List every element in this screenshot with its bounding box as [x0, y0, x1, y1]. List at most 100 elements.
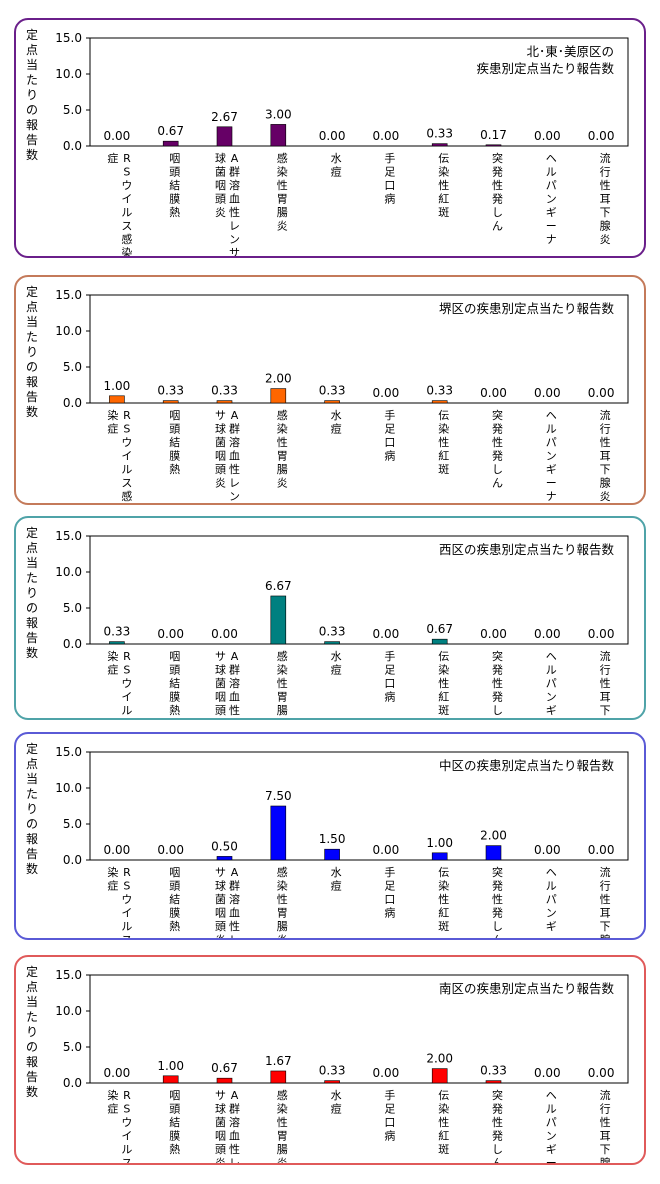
- svg-text:ル: ル: [121, 920, 132, 933]
- svg-text:パ: パ: [546, 893, 557, 906]
- svg-text:病: 病: [384, 192, 395, 206]
- y-tick-label: 10.0: [55, 781, 82, 795]
- svg-text:し: し: [492, 463, 503, 476]
- svg-text:イ: イ: [121, 193, 132, 206]
- bar: [270, 1070, 287, 1084]
- svg-text:ヘ: ヘ: [546, 152, 557, 165]
- svg-text:ン: ン: [546, 193, 557, 206]
- bar: [431, 852, 448, 861]
- svg-text:紅: 紅: [438, 193, 449, 206]
- data-label: 0.33: [426, 127, 453, 141]
- svg-text:病: 病: [384, 1129, 395, 1143]
- svg-text:痘: 痘: [331, 165, 342, 179]
- svg-text:紅: 紅: [438, 691, 449, 704]
- svg-text:群: 群: [229, 422, 240, 436]
- y-tick-label: 0.0: [63, 853, 82, 867]
- svg-text:斑: 斑: [438, 206, 449, 219]
- svg-text:症: 症: [107, 879, 118, 893]
- svg-text:結: 結: [169, 435, 180, 449]
- svg-text:染: 染: [438, 422, 449, 436]
- svg-text:ギ: ギ: [546, 206, 557, 219]
- svg-text:発: 発: [492, 1129, 503, 1143]
- svg-text:感: 感: [121, 233, 132, 246]
- svg-text:下: 下: [600, 1143, 611, 1156]
- data-label: 0.00: [534, 1066, 561, 1080]
- svg-text:性: 性: [600, 676, 611, 690]
- y-axis-label: 定点当たりの報告数: [25, 285, 38, 419]
- svg-text:流: 流: [600, 408, 611, 422]
- svg-text:結: 結: [169, 892, 180, 906]
- svg-text:サ: サ: [215, 409, 226, 422]
- y-tick-label: 15.0: [55, 288, 82, 302]
- data-label: 0.00: [373, 129, 400, 143]
- data-label: 2.00: [265, 372, 292, 386]
- svg-text:血: 血: [229, 192, 240, 206]
- svg-text:発: 発: [492, 690, 503, 704]
- svg-text:下: 下: [600, 704, 611, 717]
- svg-text:ン: ン: [546, 907, 557, 920]
- svg-text:手: 手: [384, 408, 395, 422]
- data-label: 0.00: [588, 386, 615, 400]
- svg-text:感: 感: [277, 152, 288, 165]
- svg-text:炎: 炎: [215, 477, 226, 490]
- svg-text:血: 血: [229, 906, 240, 920]
- svg-text:手: 手: [384, 1088, 395, 1102]
- svg-text:し: し: [492, 206, 503, 219]
- data-label: 0.00: [480, 627, 507, 641]
- svg-text:咽: 咽: [169, 866, 180, 879]
- svg-text:咽: 咽: [215, 1130, 226, 1143]
- svg-text:痘: 痘: [331, 879, 342, 893]
- svg-text:斑: 斑: [438, 1143, 449, 1156]
- svg-text:性: 性: [277, 178, 288, 192]
- svg-text:下: 下: [600, 920, 611, 933]
- svg-text:腺: 腺: [600, 476, 611, 490]
- svg-text:性: 性: [277, 435, 288, 449]
- chart-title: 疾患別定点当たり報告数: [476, 61, 614, 76]
- bar: [216, 126, 233, 147]
- data-label: 6.67: [265, 579, 292, 593]
- bar-chart: 15.010.05.00.0中区の疾患別定点当たり報告数0.00RSウイルス感染…: [55, 745, 629, 938]
- svg-text:行: 行: [600, 1103, 611, 1116]
- svg-text:パ: パ: [546, 677, 557, 690]
- chart-title: 西区の疾患別定点当たり報告数: [439, 542, 615, 557]
- svg-text:手: 手: [384, 865, 395, 879]
- data-label: 0.00: [157, 843, 184, 857]
- svg-text:腸: 腸: [277, 704, 288, 717]
- category-label: 水痘: [331, 650, 342, 677]
- svg-text:病: 病: [384, 906, 395, 920]
- svg-text:球: 球: [215, 663, 226, 677]
- svg-text:発: 発: [492, 449, 503, 463]
- svg-text:水: 水: [331, 409, 342, 422]
- svg-text:ナ: ナ: [546, 233, 557, 246]
- svg-text:染: 染: [277, 663, 288, 677]
- svg-text:耳: 耳: [600, 1130, 611, 1143]
- svg-text:ギ: ギ: [546, 1143, 557, 1156]
- svg-text:群: 群: [229, 165, 240, 179]
- data-label: 0.00: [211, 627, 238, 641]
- svg-text:水: 水: [331, 1089, 342, 1102]
- svg-text:性: 性: [229, 205, 240, 219]
- svg-text:行: 行: [600, 880, 611, 893]
- svg-text:感: 感: [277, 866, 288, 879]
- data-label: 1.50: [319, 832, 346, 846]
- svg-text:群: 群: [229, 663, 240, 677]
- svg-text:性: 性: [438, 1115, 449, 1129]
- svg-text:発: 発: [492, 906, 503, 920]
- y-tick-label: 5.0: [63, 360, 82, 374]
- svg-text:球: 球: [215, 879, 226, 893]
